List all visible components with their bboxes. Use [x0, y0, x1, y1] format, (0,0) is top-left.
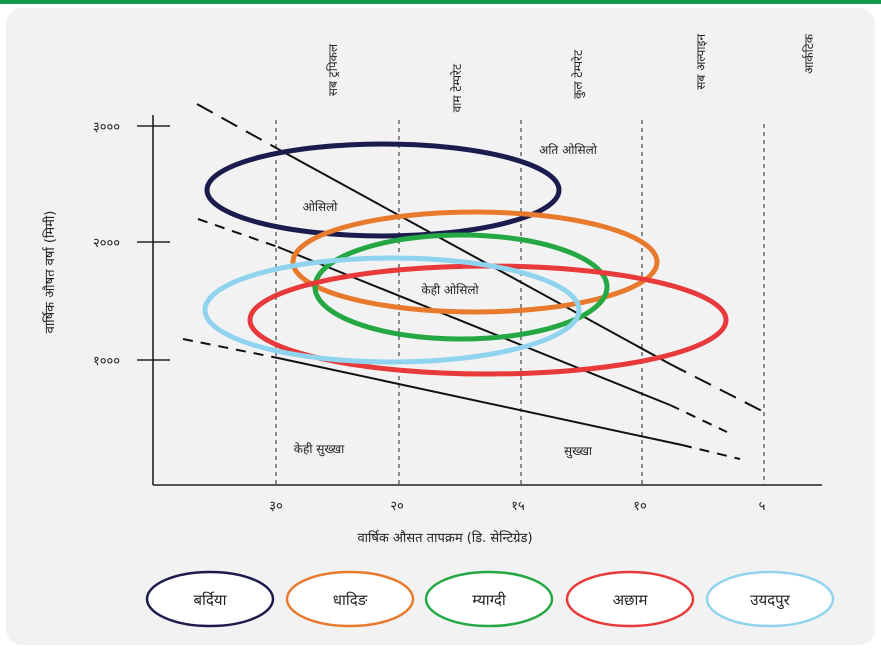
boundary-line-lower	[277, 357, 683, 446]
top-rule	[0, 0, 881, 4]
region-label-dry: सुख्खा	[564, 444, 593, 459]
region-label-somewhat-wet: केही ओसिलो	[421, 283, 479, 297]
y-tick-label: १०००	[93, 354, 120, 369]
legend-swatch-bardiya	[145, 570, 275, 628]
y-tick-label: ३०००	[93, 120, 120, 135]
x-tick-label: ३०	[269, 499, 283, 514]
x-tick-label: ५	[759, 499, 766, 514]
zone-labels: सब ट्रपिकल वाम टेम्परेट कुल टेम्परेट सब …	[326, 33, 816, 112]
zone-label-subtropical: सब ट्रपिकल	[326, 43, 340, 96]
region-label-somewhat-dry: केही सुख्खा	[294, 442, 345, 457]
boundary-line-upper	[277, 148, 671, 365]
region-labels: अति ओसिलो ओसिलो केही ओसिलो केही सुख्खा स…	[294, 143, 598, 459]
axes: ३००० २००० १००० ३० २० १५ १० ५ वार्षिक औषत…	[42, 115, 822, 546]
boundary-line-middle-dashed	[197, 218, 279, 248]
legend-labels: बर्दिया धादिङ म्याग्दी अछाम उयदपुर	[193, 591, 790, 610]
legend-label: उयदपुर	[750, 591, 790, 610]
ellipse-myagdi	[312, 232, 610, 342]
x-tick-label: १०	[633, 499, 647, 514]
legend-swatch-myagdi	[424, 570, 554, 628]
boundary-line-upper-dashed	[669, 363, 765, 413]
ellipse-bardiya	[204, 141, 562, 239]
y-tick-label: २०००	[93, 236, 120, 251]
legend-swatch-dhading	[285, 570, 415, 628]
region-label-very-wet: अति ओसिलो	[539, 143, 598, 157]
zone-label-arctic: आर्कटिक	[802, 33, 816, 74]
legend-swatch-achham	[565, 570, 695, 628]
region-label-wet: ओसिलो	[303, 200, 339, 214]
zone-label-cool-temperate: कुल टेम्परेट	[571, 49, 586, 99]
ellipse-udayapur	[202, 255, 582, 365]
y-axis-title: वार्षिक औषत वर्षा (मिमी)	[42, 211, 58, 334]
legend-label: धादिङ	[333, 591, 368, 609]
boundary-line-middle	[277, 246, 671, 406]
ellipse-dhading	[290, 209, 660, 315]
zone-label-warm-temperate: वाम टेम्परेट	[450, 63, 464, 112]
boundary-line-lower-dashed	[182, 338, 279, 359]
diagram-panel	[6, 8, 875, 645]
legend-label: म्याग्दी	[472, 591, 507, 609]
x-tick-label: २०	[390, 499, 404, 514]
zone-dividers	[275, 120, 765, 485]
x-axis-title: वार्षिक औसत तापक्रम (डि. सेन्टिग्रेड)	[357, 530, 532, 546]
moisture-boundaries	[182, 103, 765, 460]
boundary-line-upper-dashed	[196, 103, 279, 150]
legend	[145, 570, 835, 628]
legend-label: बर्दिया	[193, 591, 227, 609]
district-ellipses	[202, 141, 729, 377]
boundary-line-lower-dashed	[681, 444, 741, 460]
legend-label: अछाम	[613, 591, 649, 609]
zone-label-subalpine: सब अल्पाइन	[694, 34, 708, 90]
legend-swatch-udayapur	[705, 570, 835, 628]
x-tick-label: १५	[511, 499, 525, 514]
